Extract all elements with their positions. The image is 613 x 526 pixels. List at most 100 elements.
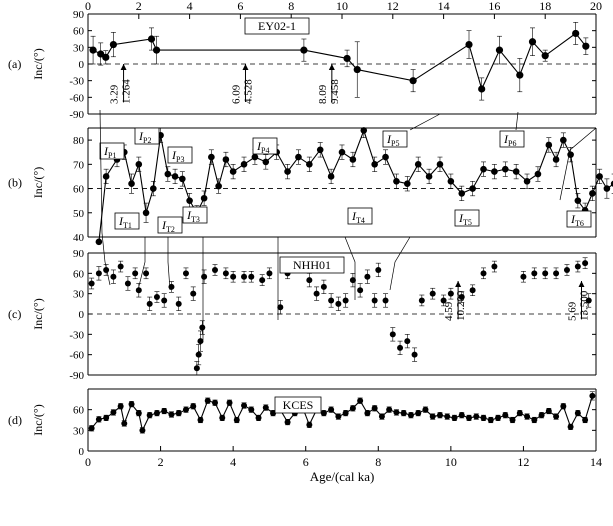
data-point-d	[226, 399, 233, 406]
annotation-label: 10.200	[455, 290, 467, 321]
data-point-c	[124, 280, 131, 287]
interval-label-box	[114, 212, 140, 230]
data-point-c	[371, 297, 378, 304]
annotation-arrowhead	[455, 281, 462, 287]
data-point-b	[295, 153, 302, 161]
data-point-d	[371, 405, 378, 412]
data-point-c	[364, 273, 371, 280]
data-point-b	[523, 177, 531, 185]
annotation-arrowhead	[578, 281, 585, 287]
data-point-b	[164, 170, 172, 178]
correlation-tie-line	[167, 237, 171, 291]
annotation-label: 1.264	[121, 79, 133, 104]
top-axis-tick-label: 14	[438, 0, 450, 13]
data-point-b	[534, 170, 542, 178]
data-point-d	[233, 417, 240, 423]
interval-label-main: I	[171, 148, 177, 162]
data-point-a	[478, 85, 486, 93]
interval-label-main: I	[351, 209, 357, 223]
data-point-c	[88, 280, 95, 287]
data-point-c	[349, 277, 356, 284]
data-point-d	[378, 413, 385, 420]
interval-label-main: I	[570, 212, 576, 226]
annotation-label: 8.09	[317, 84, 329, 104]
data-point-d	[95, 416, 102, 423]
interval-label: IP3	[171, 148, 184, 164]
data-point-b	[316, 146, 324, 154]
data-point-d	[168, 411, 175, 418]
interval-label-box	[157, 216, 183, 234]
data-point-b	[284, 168, 291, 175]
data-point-d	[487, 417, 494, 423]
interval-label: IT4	[351, 209, 365, 225]
panel-label-d: (d)	[8, 413, 22, 427]
annotation-label: 6.09	[230, 84, 242, 104]
data-point-d	[270, 410, 277, 417]
data-point-b	[262, 158, 270, 166]
data-point-c	[95, 270, 102, 277]
data-point-a	[572, 29, 580, 38]
bottom-axis-tick-label: 2	[158, 455, 164, 469]
interval-label-sub: T3	[191, 215, 200, 224]
data-point-c	[103, 266, 110, 273]
top-axis-tick-label: 8	[288, 0, 294, 13]
top-axis-tick-label: 2	[136, 0, 142, 13]
correlation-tie-line	[344, 236, 356, 300]
y-tick-label: 70	[73, 159, 85, 171]
data-point-b	[491, 168, 498, 175]
data-point-d	[212, 399, 218, 406]
interval-label-sub: P5	[391, 139, 399, 148]
data-point-d	[110, 409, 117, 416]
data-point-b	[251, 153, 259, 161]
data-point-b	[414, 161, 422, 168]
data-point-b	[425, 173, 433, 180]
interval-label-box	[566, 210, 592, 228]
data-point-a	[516, 71, 524, 79]
interval-label-box	[347, 207, 373, 225]
annotation-label: 5.69	[566, 301, 578, 321]
y-tick-label: -60	[69, 350, 84, 362]
data-point-d	[466, 414, 472, 421]
data-point-b	[186, 197, 193, 204]
data-point-b	[393, 177, 400, 185]
data-point-b	[469, 185, 476, 192]
interval-label: IT2	[161, 218, 175, 234]
data-point-c	[320, 283, 327, 290]
data-point-c	[175, 300, 182, 307]
data-point-c	[117, 263, 124, 270]
data-point-b	[240, 161, 248, 168]
y-tick-label: -90	[69, 370, 84, 382]
x-axis-title: Age/(cal ka)	[310, 469, 375, 484]
data-point-a	[102, 53, 110, 61]
correlation-tie-line	[559, 127, 597, 201]
interval-label-main: I	[503, 132, 509, 146]
data-point-d	[117, 403, 124, 410]
data-point-c	[447, 290, 454, 297]
bottom-axis-tick-label: 6	[303, 455, 309, 469]
top-axis-tick-label: 10	[336, 0, 348, 13]
data-point-c	[328, 297, 335, 304]
data-point-d	[545, 408, 552, 415]
y-axis-title-d: Inc/(°)	[31, 404, 45, 435]
data-point-c	[531, 270, 538, 277]
panel-label-c: (c)	[8, 307, 21, 321]
data-point-c	[143, 270, 150, 277]
bottom-axis-tick-label: 12	[517, 455, 529, 469]
bottom-axis-tick-label: 14	[590, 455, 602, 469]
annotation-arrowhead	[120, 64, 127, 70]
data-point-c	[520, 273, 527, 280]
y-axis-title-a: Inc/(°)	[31, 48, 45, 79]
data-point-d	[516, 410, 523, 417]
interval-label-box	[134, 127, 160, 145]
data-point-c	[190, 290, 197, 297]
data-point-c	[411, 351, 418, 358]
annotation-arrowhead	[242, 64, 249, 70]
data-point-d	[175, 410, 182, 417]
data-point-d	[153, 410, 160, 417]
interval-label-sub: P4	[261, 146, 269, 155]
data-point-d	[146, 412, 153, 419]
interval-label-sub: T6	[575, 219, 584, 228]
core-label-c: NHH01	[293, 258, 331, 272]
y-tick-label: 60	[73, 26, 85, 38]
data-point-d	[444, 413, 451, 420]
